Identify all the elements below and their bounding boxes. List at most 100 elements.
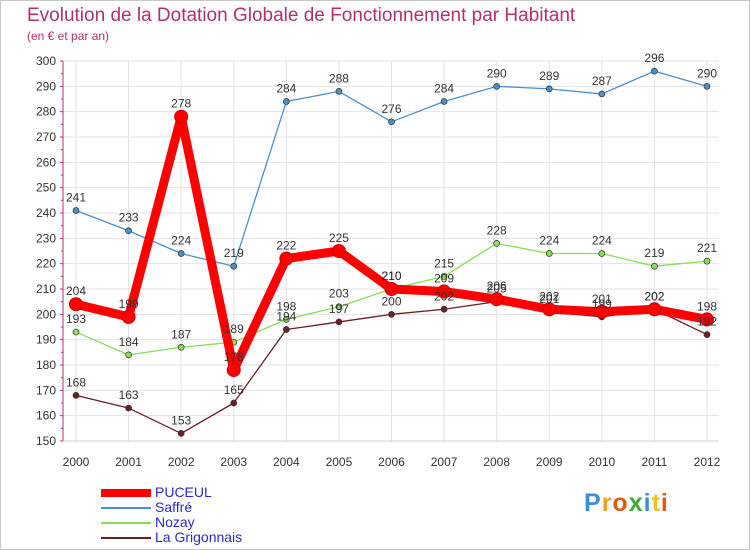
data-label-saffre: 224 [171, 234, 191, 248]
data-point-la-grigonnais [703, 331, 711, 338]
data-label-saffre: 289 [539, 69, 559, 83]
data-point-nozay [651, 262, 658, 270]
data-point-puceul [69, 297, 83, 312]
data-point-nozay [598, 250, 606, 257]
data-point-puceul [700, 312, 714, 327]
data-label-la-grigonnais: 194 [276, 310, 296, 324]
data-point-puceul [384, 282, 399, 296]
y-tick-label-170: 170 [36, 383, 56, 397]
data-label-saffre: 241 [66, 190, 86, 204]
data-point-puceul [174, 109, 189, 124]
data-point-nozay [493, 240, 501, 247]
data-label-saffre: 284 [276, 82, 296, 96]
y-tick-label-220: 220 [36, 257, 56, 271]
y-tick-label-180: 180 [36, 358, 56, 372]
data-label-puceul: 202 [539, 289, 559, 303]
data-point-puceul [121, 309, 136, 324]
data-point-nozay [335, 303, 343, 311]
data-point-saffre [440, 98, 448, 105]
data-label-nozay: 221 [697, 241, 717, 255]
data-label-puceul: 222 [276, 239, 296, 253]
data-label-puceul: 278 [171, 97, 191, 111]
x-tick-label-2008: 2008 [483, 455, 510, 469]
data-point-saffre [177, 250, 185, 257]
data-label-puceul: 199 [119, 297, 139, 311]
data-label-la-grigonnais: 199 [592, 297, 612, 311]
legend-swatch-puceul [101, 489, 151, 497]
data-point-puceul [542, 302, 557, 317]
y-tick-label-190: 190 [36, 333, 56, 347]
x-tick-label-2007: 2007 [431, 455, 458, 469]
legend-swatch-saffre [101, 507, 151, 509]
data-label-la-grigonnais: 205 [487, 282, 507, 296]
data-point-saffre [72, 207, 80, 214]
chart-title: Evolution de la Dotation Globale de Fonc… [27, 5, 576, 26]
data-label-saffre: 296 [644, 51, 664, 65]
legend-label-la-grigonnais: La Grigonnais [155, 529, 243, 545]
data-point-nozay [125, 351, 132, 359]
y-tick-label-160: 160 [36, 409, 56, 423]
data-label-la-grigonnais: 153 [171, 413, 191, 427]
data-point-nozay [72, 328, 80, 336]
data-point-la-grigonnais [282, 326, 290, 333]
y-tick-label-240: 240 [36, 206, 56, 220]
data-label-nozay: 210 [381, 269, 401, 283]
data-label-saffre: 287 [592, 74, 612, 88]
data-point-la-grigonnais [440, 305, 448, 313]
data-label-puceul: 204 [66, 284, 86, 298]
data-label-puceul: 225 [329, 231, 349, 245]
data-label-nozay: 198 [276, 299, 296, 313]
data-label-la-grigonnais: 168 [66, 375, 86, 389]
y-tick-label-250: 250 [36, 181, 56, 195]
x-tick-label-2009: 2009 [536, 455, 563, 469]
data-point-saffre [335, 88, 343, 95]
data-label-nozay: 224 [539, 234, 559, 248]
legend-swatch-la-grigonnais [101, 537, 151, 539]
data-label-saffre: 219 [224, 246, 244, 260]
data-point-la-grigonnais [335, 318, 343, 326]
data-point-la-grigonnais [177, 430, 185, 437]
legend-label-puceul: PUCEUL [155, 484, 212, 500]
data-point-puceul [489, 292, 504, 307]
data-label-nozay: 187 [171, 327, 191, 341]
data-point-saffre [493, 82, 501, 90]
data-point-nozay [440, 272, 448, 280]
data-label-nozay: 215 [434, 256, 454, 270]
data-label-puceul: 206 [487, 279, 507, 293]
data-label-saffre: 288 [329, 71, 349, 85]
x-tick-label-2011: 2011 [642, 455, 668, 469]
data-label-puceul: 210 [381, 269, 401, 283]
data-point-puceul [594, 304, 609, 319]
data-point-puceul [647, 302, 662, 317]
data-label-puceul: 201 [592, 292, 612, 306]
x-tick-label-2000: 2000 [63, 455, 90, 469]
data-point-puceul [279, 251, 294, 266]
y-tick-label-300: 300 [36, 54, 56, 68]
data-point-saffre [703, 82, 711, 90]
data-label-la-grigonnais: 202 [644, 289, 664, 303]
data-point-saffre [598, 90, 606, 98]
data-point-saffre [651, 67, 658, 75]
data-label-nozay: 203 [329, 287, 349, 301]
x-tick-label-2010: 2010 [588, 455, 615, 469]
data-label-saffre: 284 [434, 82, 454, 96]
data-label-nozay: 219 [644, 246, 664, 260]
data-label-puceul: 198 [697, 299, 717, 313]
legend-label-saffre: Saffré [155, 499, 193, 515]
data-point-puceul [226, 363, 241, 378]
x-tick-label-2006: 2006 [378, 455, 405, 469]
data-label-saffre: 290 [697, 66, 717, 80]
x-tick-label-2003: 2003 [220, 455, 247, 469]
data-point-saffre [545, 85, 553, 93]
data-label-nozay: 189 [224, 322, 244, 336]
proxiti-logo: Proxiti [584, 489, 669, 517]
chart-subtitle: (en € et par an) [27, 29, 110, 43]
data-point-puceul [437, 284, 452, 299]
data-point-saffre [388, 118, 395, 126]
data-label-la-grigonnais: 192 [697, 315, 717, 329]
data-label-saffre: 276 [381, 102, 401, 116]
data-label-nozay: 228 [487, 223, 507, 237]
data-label-nozay: 184 [119, 335, 139, 349]
